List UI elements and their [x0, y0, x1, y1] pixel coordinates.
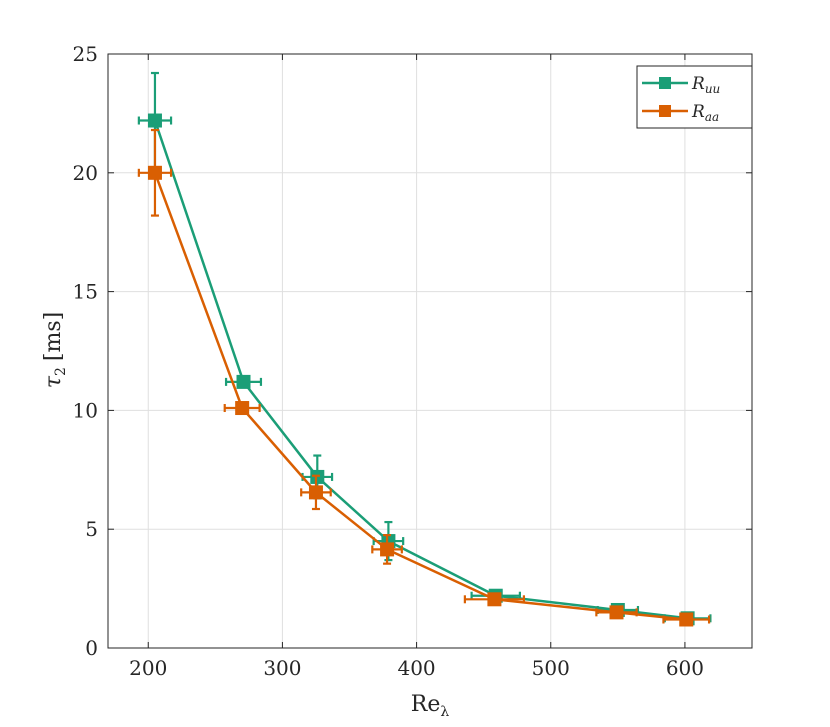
legend-label-r-aa: Raa [691, 102, 719, 124]
y-axis-label-subscript: 2 [53, 367, 69, 376]
y-tick-label: 10 [73, 398, 98, 422]
x-tick-label: 200 [129, 656, 167, 680]
legend-box [636, 65, 753, 129]
data-point-r-aa [487, 592, 502, 607]
x-tick-label: 600 [666, 656, 704, 680]
data-point-r-uu [236, 374, 251, 389]
data-point-r-aa [380, 542, 395, 557]
data-point-r-uu [310, 469, 325, 484]
legend-label-r-aa-subscript: aa [705, 110, 719, 124]
data-point-r-aa [609, 605, 624, 620]
legend-item-r-aa: Raa [642, 102, 719, 124]
plot-background [108, 54, 752, 648]
x-axis-label: Reλ [411, 692, 450, 720]
y-tick-label: 0 [85, 636, 98, 660]
data-point-r-aa [235, 401, 250, 416]
legend: Ruu Raa [636, 65, 753, 129]
x-tick-label: 500 [532, 656, 570, 680]
legend-marker-r-uu [659, 77, 671, 89]
ticks: 200 300 400 500 600 0 5 10 15 20 25 [73, 42, 752, 680]
series-layer [137, 71, 712, 627]
x-axis-label-subscript: λ [440, 704, 449, 720]
y-tick-label: 15 [73, 280, 98, 304]
data-point-r-aa [147, 165, 162, 180]
legend-item-r-uu: Ruu [642, 74, 720, 96]
y-tick-label: 5 [85, 517, 98, 541]
data-point-r-aa [679, 612, 694, 627]
y-axis-label: τ2[ms] [41, 312, 69, 388]
data-point-r-aa [308, 485, 323, 500]
x-tick-label: 400 [397, 656, 435, 680]
y-axis-label-unit: [ms] [41, 312, 66, 361]
plot-frame [107, 53, 753, 649]
legend-label-r-uu: Ruu [691, 74, 720, 96]
series-r-aa [137, 128, 711, 627]
legend-label-r-uu-subscript: uu [705, 82, 720, 96]
legend-marker-r-aa [659, 105, 671, 117]
y-tick-label: 20 [73, 161, 98, 185]
x-tick-label: 300 [263, 656, 301, 680]
data-point-r-uu [147, 113, 162, 128]
y-tick-label: 25 [73, 42, 98, 66]
